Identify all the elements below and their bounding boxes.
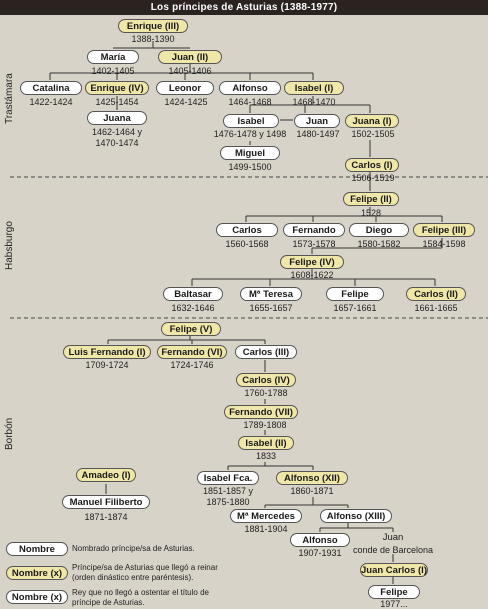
person-juan-trastamara: Juan bbox=[294, 114, 340, 128]
dates-luis-fernando-i: 1709-1724 bbox=[85, 360, 129, 370]
person-amadeo-i: Amadeo (I) bbox=[76, 468, 136, 482]
dates-alfonso-borbon: 1907-1931 bbox=[298, 548, 342, 558]
legend-notreign-swatch: Nombre (x) bbox=[6, 590, 68, 604]
dates-enrique-iii: 1388-1390 bbox=[131, 34, 175, 44]
dates-felipe-iii: 1584-1598 bbox=[422, 239, 466, 249]
dates-isabel-i: 1468-1470 bbox=[292, 97, 336, 107]
person-felipe-ii: Felipe (II) bbox=[343, 192, 399, 206]
person-carlos-iii: Carlos (III) bbox=[235, 345, 297, 359]
legend-reigned-text: Príncipe/sa de Asturias que llegó a rein… bbox=[72, 563, 218, 582]
dates-juana-trastamara-1: 1462-1464 y bbox=[91, 127, 143, 137]
dates-maria: 1402-1405 bbox=[91, 66, 135, 76]
title-juan-conde-barcelona: conde de Barcelona bbox=[352, 545, 434, 555]
person-isabel-fca: Isabel Fca. bbox=[197, 471, 259, 485]
dates-juana-i: 1502-1505 bbox=[351, 129, 395, 139]
dates-fernando-vii: 1789-1808 bbox=[243, 420, 287, 430]
legend-prince-swatch: Nombre bbox=[6, 542, 68, 556]
person-carlos-iv: Carlos (IV) bbox=[236, 373, 296, 387]
diagram-title: Los príncipes de Asturias (1388-1977) bbox=[0, 0, 488, 15]
dynasty-label-habsburgo: Habsburgo bbox=[4, 221, 15, 270]
person-fernando-vii: Fernando (VII) bbox=[224, 405, 298, 419]
person-felipe-habsburgo: Felipe bbox=[326, 287, 384, 301]
person-maria: María bbox=[87, 50, 139, 64]
legend-prince-text: Nombrado príncipe/sa de Asturias. bbox=[72, 544, 195, 553]
dates-fernando-vi: 1724-1746 bbox=[170, 360, 214, 370]
person-juan-carlos-i: Juan Carlos (I) bbox=[360, 563, 428, 577]
dates-manuel-filiberto: 1871-1874 bbox=[84, 512, 128, 522]
person-alfonso-xii: Alfonso (XII) bbox=[276, 471, 348, 485]
dates-isabel-fca-1: 1851-1857 y bbox=[202, 486, 254, 496]
dates-catalina: 1422-1424 bbox=[29, 97, 73, 107]
person-felipe-borbon: Felipe bbox=[368, 585, 420, 599]
dates-ma-mercedes: 1881-1904 bbox=[244, 524, 288, 534]
person-felipe-iii: Felipe (III) bbox=[413, 223, 475, 237]
dates-ma-teresa: 1655-1657 bbox=[249, 303, 293, 313]
person-felipe-v: Felipe (V) bbox=[161, 322, 221, 336]
dates-alfonso-xii: 1860-1871 bbox=[290, 486, 334, 496]
person-leonor: Leonor bbox=[156, 81, 214, 95]
dates-isabel-trastamara: 1476-1478 y 1498 bbox=[213, 129, 287, 139]
dates-felipe-borbon: 1977... bbox=[380, 599, 408, 609]
person-catalina: Catalina bbox=[20, 81, 82, 95]
person-ma-mercedes: Mª Mercedes bbox=[230, 509, 302, 523]
person-ma-teresa: Mª Teresa bbox=[240, 287, 302, 301]
dates-carlos-habsburgo: 1560-1568 bbox=[225, 239, 269, 249]
person-carlos-i: Carlos (I) bbox=[345, 158, 399, 172]
person-juana-trastamara: Juana bbox=[87, 111, 147, 125]
dates-leonor: 1424-1425 bbox=[164, 97, 208, 107]
person-juan-ii: Juan (II) bbox=[158, 50, 222, 64]
dates-carlos-iv: 1760-1788 bbox=[244, 388, 288, 398]
person-isabel-ii: Isabel (II) bbox=[238, 436, 294, 450]
person-alfonso-borbon: Alfonso bbox=[290, 533, 350, 547]
dynasty-label-borbon: Borbón bbox=[4, 417, 15, 450]
dates-felipe-iv: 1608-1622 bbox=[290, 270, 334, 280]
person-isabel-trastamara: Isabel bbox=[223, 114, 279, 128]
dates-diego: 1580-1582 bbox=[357, 239, 401, 249]
dates-miguel: 1499-1500 bbox=[228, 162, 272, 172]
person-isabel-i: Isabel (I) bbox=[284, 81, 344, 95]
dates-enrique-iv: 1425-1454 bbox=[95, 97, 139, 107]
person-alfonso-xiii: Alfonso (XIII) bbox=[320, 509, 392, 523]
person-felipe-iv: Felipe (IV) bbox=[280, 255, 344, 269]
person-carlos-habsburgo: Carlos bbox=[216, 223, 278, 237]
dates-felipe-habsburgo: 1657-1661 bbox=[333, 303, 377, 313]
person-juana-i: Juana (I) bbox=[345, 114, 399, 128]
dates-isabel-ii: 1833 bbox=[255, 451, 277, 461]
person-fernando-vi: Fernando (VI) bbox=[157, 345, 227, 359]
person-miguel: Miguel bbox=[220, 146, 280, 160]
person-baltasar: Baltasar bbox=[163, 287, 223, 301]
person-juan-borbon: Juan bbox=[382, 532, 404, 543]
dates-carlos-ii: 1661-1665 bbox=[414, 303, 458, 313]
person-fernando-habsburgo: Fernando bbox=[283, 223, 345, 237]
person-enrique-iv: Enrique (IV) bbox=[85, 81, 149, 95]
legend-notreign-text: Rey que no llegó a ostentar el título de… bbox=[72, 588, 209, 607]
person-manuel-filiberto: Manuel Filiberto bbox=[62, 495, 150, 509]
person-diego: Diego bbox=[349, 223, 409, 237]
person-enrique-iii: Enrique (III) bbox=[118, 19, 188, 33]
dates-fernando-habsburgo: 1573-1578 bbox=[292, 239, 336, 249]
dates-juana-trastamara-2: 1470-1474 bbox=[95, 138, 139, 148]
dates-baltasar: 1632-1646 bbox=[171, 303, 215, 313]
dates-carlos-i: 1506-1519 bbox=[351, 173, 395, 183]
dates-juan-ii: 1405-1406 bbox=[168, 66, 212, 76]
dynasty-label-trastamara: Trastámara bbox=[4, 73, 15, 124]
dates-juan-trastamara: 1480-1497 bbox=[296, 129, 340, 139]
dates-isabel-fca-2: 1875-1880 bbox=[206, 497, 250, 507]
person-carlos-ii: Carlos (II) bbox=[406, 287, 466, 301]
dates-felipe-ii: 1528 bbox=[360, 208, 382, 218]
person-luis-fernando-i: Luis Fernando (I) bbox=[63, 345, 151, 359]
dates-alfonso-trastamara: 1464-1468 bbox=[228, 97, 272, 107]
person-alfonso-trastamara: Alfonso bbox=[219, 81, 281, 95]
legend-reigned-swatch: Nombre (x) bbox=[6, 566, 68, 580]
